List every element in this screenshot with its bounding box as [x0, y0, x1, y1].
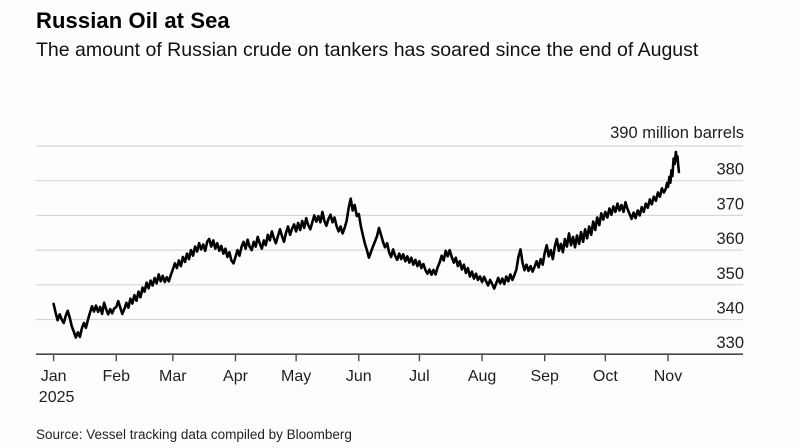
month-label-jan: Jan: [41, 368, 67, 385]
y-axis-unit-label: 390 million barrels: [610, 124, 744, 142]
month-label-may: May: [281, 368, 311, 385]
month-label-mar: Mar: [159, 368, 187, 385]
month-label-aug: Aug: [468, 368, 496, 385]
month-label-apr: Apr: [223, 368, 249, 385]
chart-title: Russian Oil at Sea: [36, 8, 230, 33]
month-label-jun: Jun: [346, 368, 372, 385]
month-label-oct: Oct: [593, 368, 618, 385]
chart-subtitle: The amount of Russian crude on tankers h…: [36, 39, 699, 61]
y-axis-label-380: 380: [716, 161, 744, 179]
source-note: Source: Vessel tracking data compiled by…: [36, 427, 352, 442]
y-axis-label-330: 330: [716, 334, 744, 352]
year-label: 2025: [39, 389, 75, 406]
y-axis-label-370: 370: [716, 195, 744, 213]
month-label-nov: Nov: [654, 368, 682, 385]
month-label-feb: Feb: [102, 368, 130, 385]
y-axis-label-340: 340: [716, 300, 744, 318]
month-label-jul: Jul: [409, 368, 429, 385]
y-axis-label-350: 350: [716, 265, 744, 283]
month-label-sep: Sep: [530, 368, 559, 385]
trend-line-russian-crude: [52, 150, 681, 339]
y-axis-label-360: 360: [716, 230, 744, 248]
